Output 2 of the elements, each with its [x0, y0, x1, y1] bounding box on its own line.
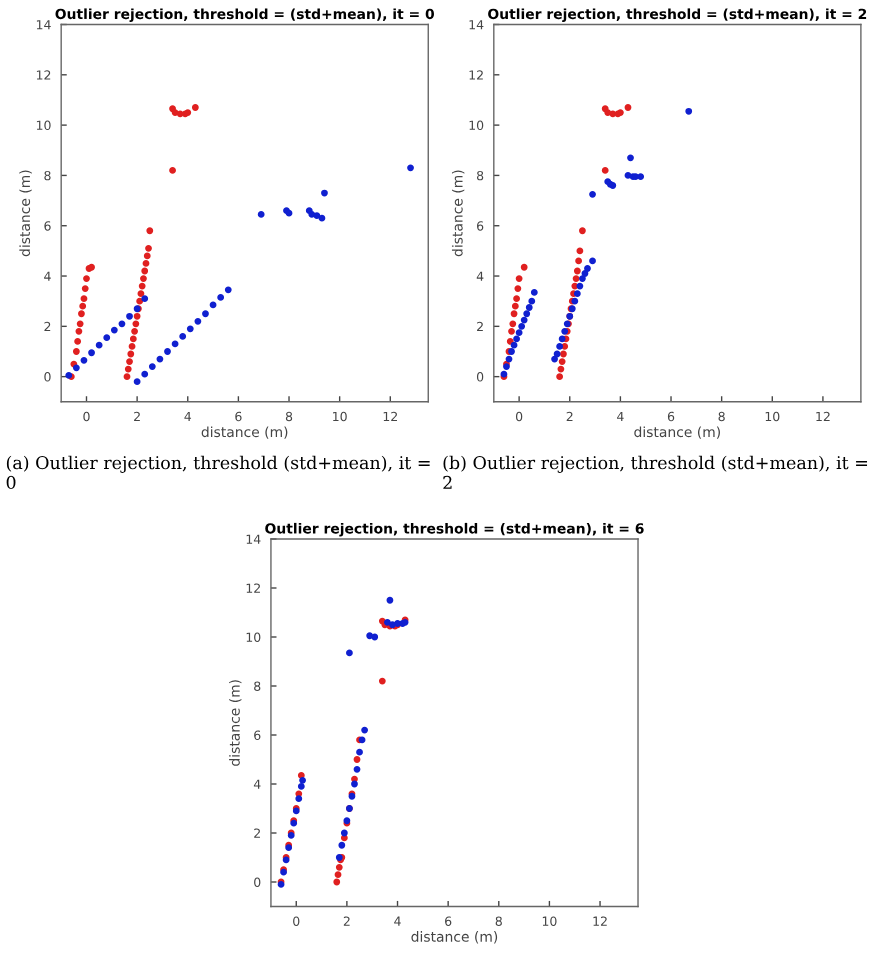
- text: (a) Outlier rejection, threshold (std+mean), it = 0: [6, 455, 430, 490]
- text: (b) Outlier rejection, threshold (std+mean), it = 2: [443, 455, 868, 489]
